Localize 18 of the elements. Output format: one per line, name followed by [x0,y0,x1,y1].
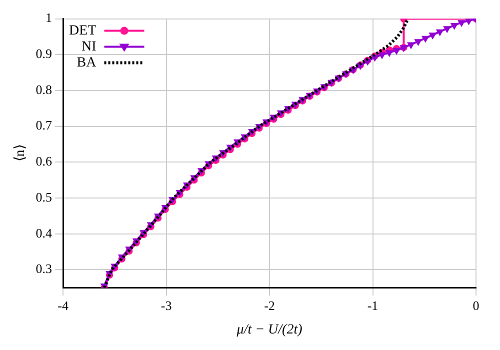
y-tick-label: 0.9 [36,46,52,62]
x-tick-label: -3 [160,298,172,313]
legend-label: NI [81,39,97,54]
y-tick-label: 0.6 [36,154,53,169]
x-tick-label: 0 [472,298,480,313]
x-tick-label: -2 [264,298,275,313]
legend-label: DET [69,23,97,38]
x-tick-label: -1 [367,298,378,313]
y-tick-label: 0.4 [36,225,53,240]
x-tick-label: -4 [58,298,69,313]
y-tick-label: 0.5 [36,189,52,204]
y-tick-label: 0.8 [36,82,52,97]
y-tick-label: 1 [46,10,52,26]
y-tick-label: 0.7 [36,118,53,133]
y-tick-label: 0.3 [36,261,52,276]
x-axis-title: μ/t − U/(2t) [236,322,303,338]
y-axis-title: ⟨n⟩ [13,144,28,162]
legend-label: BA [76,55,98,70]
